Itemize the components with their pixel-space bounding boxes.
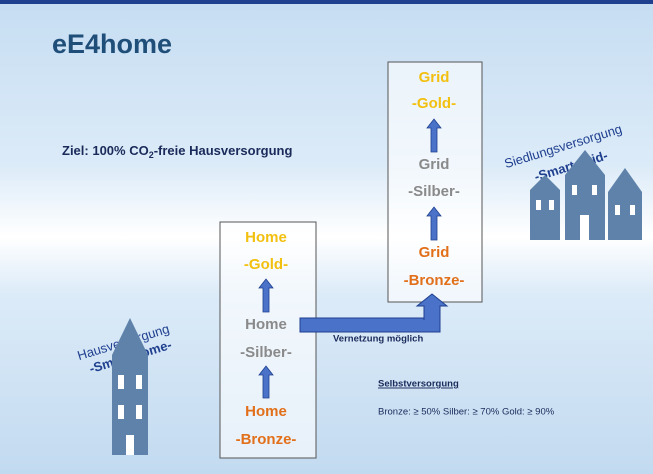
self-supply-criteria: Bronze: ≥ 50% Silber: ≥ 70% Gold: ≥ 90%: [378, 407, 555, 418]
settlement-icon: [530, 150, 642, 240]
home-box: [219, 221, 317, 459]
self-supply-heading: Selbstversorgung: [378, 379, 459, 390]
home-gold-name: Home: [245, 229, 287, 246]
top-border: [0, 0, 653, 4]
grid-bronze-level: -Bronze-: [404, 272, 465, 289]
connection-label: Vernetzung möglich: [333, 334, 423, 345]
connection-arrow: [299, 293, 449, 333]
home-silver-level: -Silber-: [240, 344, 292, 361]
goal: Ziel: 100% CO2-freie Hausversorgung: [62, 143, 292, 160]
title: eE4home: [52, 29, 172, 59]
grid-gold-name: Grid: [419, 69, 450, 86]
home-bronze-name: Home: [245, 403, 287, 420]
home-silver-name: Home: [245, 316, 287, 333]
home-bronze-level: -Bronze-: [236, 431, 297, 448]
up-arrows: [258, 118, 442, 399]
grid-bronze-name: Grid: [419, 244, 450, 261]
grid-gold-level: -Gold-: [412, 95, 456, 112]
grid-silver-name: Grid: [419, 156, 450, 173]
grid-silver-level: -Silber-: [408, 183, 460, 200]
home-gold-level: -Gold-: [244, 256, 288, 273]
grid-box: [387, 61, 483, 303]
house-icon: [112, 318, 148, 455]
